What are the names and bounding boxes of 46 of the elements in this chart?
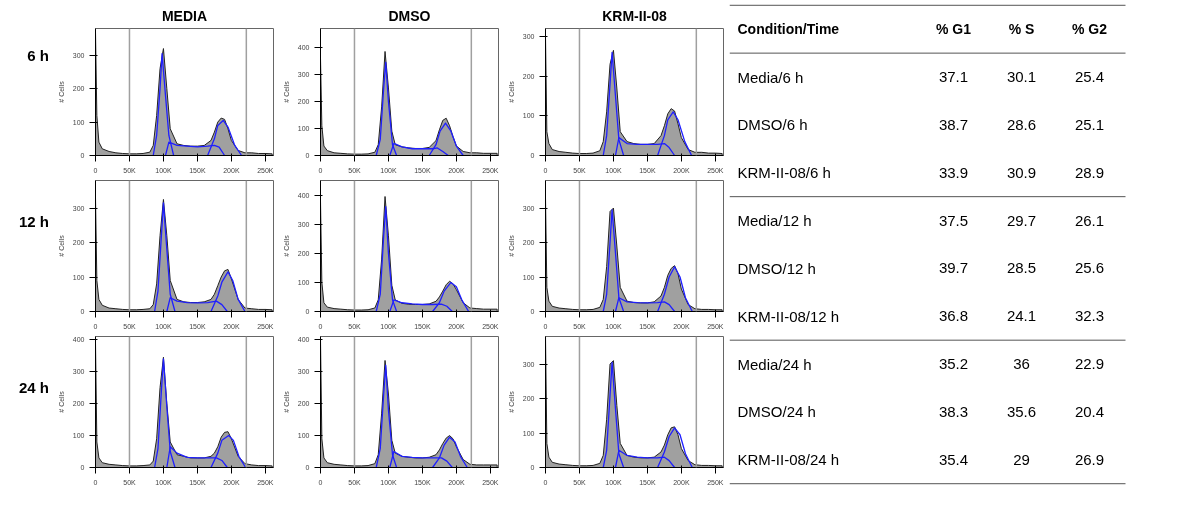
data-label: 20.4 <box>1074 402 1105 420</box>
data-label: 25.4 <box>1074 68 1105 86</box>
data-label: 25.1 <box>1074 115 1105 133</box>
data-label: 35.2 <box>938 355 969 373</box>
series-label: % G1 <box>935 21 972 38</box>
category-label: KRM-II-08/6 h <box>737 164 831 182</box>
data-label: 30.1 <box>1006 68 1037 86</box>
data-label: 38.7 <box>938 115 969 133</box>
data-label: 26.1 <box>1074 211 1105 229</box>
data-label: 36.8 <box>938 307 969 325</box>
category-label: KRM-II-08/12 h <box>737 307 840 325</box>
data-label: 36 <box>1013 355 1030 373</box>
data-label: 29 <box>1013 450 1030 468</box>
data-label: 25.6 <box>1074 259 1105 277</box>
data-label: 38.3 <box>938 402 969 420</box>
category-label: Media/6 h <box>737 68 804 86</box>
chart-title: MEDIA <box>161 7 208 24</box>
data-label: 24.1 <box>1006 307 1037 325</box>
category-label: DMSO/12 h <box>737 259 816 277</box>
text: % S <box>1008 21 1035 38</box>
data-label: 35.4 <box>938 450 969 468</box>
data-label: 39.7 <box>938 259 969 277</box>
data-label: 26.9 <box>1074 450 1105 468</box>
chart-title: DMSO <box>388 7 431 24</box>
text: Condition/Time <box>737 21 840 38</box>
data-label: 33.9 <box>938 163 969 181</box>
data-label: 29.7 <box>1006 211 1037 229</box>
text: % G2 <box>1071 21 1108 38</box>
text: 12 h <box>18 212 49 232</box>
category-label: DMSO/6 h <box>737 116 808 134</box>
text: 6 h <box>27 46 49 66</box>
category-label: KRM-II-08/24 h <box>737 451 840 469</box>
data-label: 28.5 <box>1006 259 1037 277</box>
data-label: 28.6 <box>1006 115 1037 133</box>
data-label: 35.6 <box>1006 402 1037 420</box>
category-label: Media/12 h <box>737 212 812 230</box>
category-label: Media/24 h <box>737 355 812 373</box>
data-label: 37.1 <box>938 68 969 86</box>
category-label: DMSO/24 h <box>737 403 816 421</box>
text: 24 h <box>18 378 49 398</box>
data-label: 22.9 <box>1074 355 1105 373</box>
chart-title: KRM-II-08 <box>602 7 667 24</box>
data-label: 28.9 <box>1074 163 1105 181</box>
data-label: 32.3 <box>1074 307 1105 325</box>
data-label: 30.9 <box>1006 163 1037 181</box>
data-label: 37.5 <box>938 211 969 229</box>
